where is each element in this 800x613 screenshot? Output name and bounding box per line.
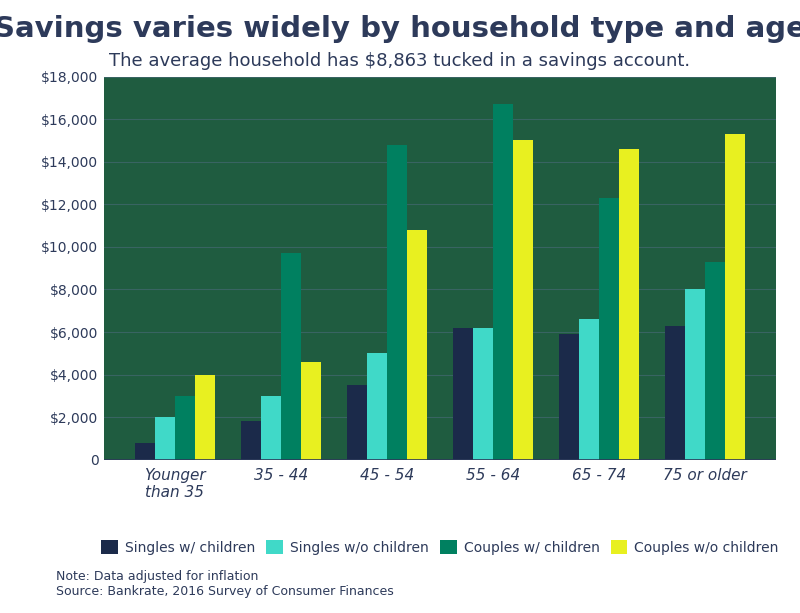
Text: Note: Data adjusted for inflation
Source: Bankrate, 2016 Survey of Consumer Fina: Note: Data adjusted for inflation Source… [56,569,394,598]
Bar [281,253,301,460]
Legend: Singles w/ children, Singles w/o children, Couples w/ children, Couples w/o chil: Singles w/ children, Singles w/o childre… [96,534,784,560]
Bar [154,417,175,460]
Bar [558,334,579,460]
Bar [175,396,195,460]
Bar [367,353,387,460]
Bar [195,375,215,460]
Text: Savings varies widely by household type and age: Savings varies widely by household type … [0,15,800,44]
Bar [726,134,746,460]
Bar [493,104,513,460]
Bar [407,230,427,460]
Bar [241,422,261,460]
Bar [619,149,639,460]
Text: The average household has $8,863 tucked in a savings account.: The average household has $8,863 tucked … [110,52,690,70]
Bar [453,328,473,460]
Bar [387,145,407,460]
Bar [301,362,322,460]
Bar [705,262,726,460]
Bar [513,140,534,460]
Bar [685,289,705,460]
Bar [579,319,599,460]
Bar [473,328,493,460]
Bar [346,385,367,460]
Bar [665,326,685,460]
Bar [134,443,154,460]
Bar [599,198,619,460]
Bar [261,396,281,460]
